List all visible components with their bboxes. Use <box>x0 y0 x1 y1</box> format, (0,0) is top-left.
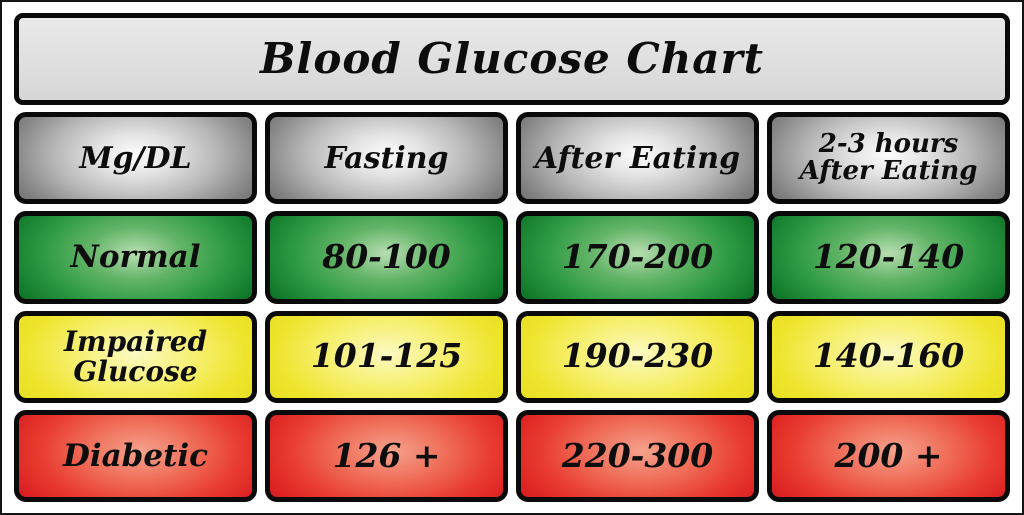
row-label-text: Normal <box>70 239 201 276</box>
cell-value: 101-125 <box>310 336 463 376</box>
chart-title-text: Blood Glucose Chart <box>259 34 765 84</box>
header-label-line1: 2-3 hours <box>818 128 959 159</box>
row-label-normal: Normal <box>14 211 257 304</box>
cell-value: 120-140 <box>812 237 965 277</box>
cell-impaired-fasting: 101-125 <box>265 310 508 403</box>
cell-value: 140-160 <box>812 336 965 376</box>
cell-value: 220-300 <box>561 435 714 475</box>
row-label-diabetic: Diabetic <box>14 409 257 502</box>
header-label: Fasting <box>324 140 449 176</box>
header-label: After Eating <box>534 140 741 176</box>
header-label-line2: After Eating <box>799 156 978 187</box>
header-cell-after-eating: After Eating <box>516 112 759 205</box>
cell-normal-2-3-hours: 120-140 <box>767 211 1010 304</box>
cell-value: 80-100 <box>322 237 451 277</box>
header-cell-2-3-hours-after-eating: 2-3 hours After Eating <box>767 112 1010 205</box>
cell-normal-fasting: 80-100 <box>265 211 508 304</box>
chart-title: Blood Glucose Chart <box>14 13 1010 106</box>
row-label-text: Diabetic <box>62 437 209 474</box>
cell-normal-after-eating: 170-200 <box>516 211 759 304</box>
cell-diabetic-fasting: 126 + <box>265 409 508 502</box>
cell-value: 190-230 <box>561 336 714 376</box>
cell-value: 200 + <box>834 435 943 475</box>
cell-value: 126 + <box>332 435 441 475</box>
row-label-line1: Impaired <box>63 325 208 359</box>
row-label-line2: Glucose <box>73 354 198 388</box>
header-label: Mg/DL <box>79 140 192 176</box>
cell-diabetic-after-eating: 220-300 <box>516 409 759 502</box>
row-label-impaired-glucose: Impaired Glucose <box>14 310 257 403</box>
header-cell-fasting: Fasting <box>265 112 508 205</box>
cell-value: 170-200 <box>561 237 714 277</box>
header-cell-mgdl: Mg/DL <box>14 112 257 205</box>
cell-impaired-2-3-hours: 140-160 <box>767 310 1010 403</box>
cell-diabetic-2-3-hours: 200 + <box>767 409 1010 502</box>
cell-impaired-after-eating: 190-230 <box>516 310 759 403</box>
